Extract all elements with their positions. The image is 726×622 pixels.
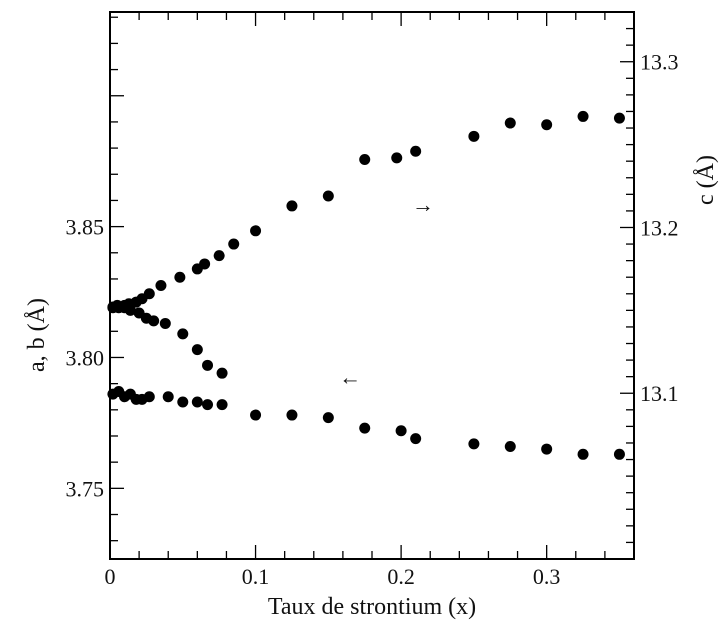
data-point-series-1 bbox=[359, 154, 371, 166]
data-point-series-3 bbox=[162, 391, 174, 403]
data-point-series-1 bbox=[468, 130, 480, 142]
data-point-series-1 bbox=[174, 271, 186, 283]
axis-arrow-annotation: → bbox=[412, 192, 434, 217]
data-point-series-3 bbox=[143, 391, 155, 403]
y-axis-label-left: a, b (Å) bbox=[24, 298, 50, 372]
x-tick-label: 0.2 bbox=[387, 564, 415, 589]
data-point-series-3 bbox=[359, 422, 371, 434]
data-point-series-1 bbox=[504, 117, 516, 129]
data-point-series-2 bbox=[191, 344, 203, 356]
data-point-series-1 bbox=[577, 110, 589, 122]
data-point-series-1 bbox=[286, 200, 298, 212]
axis-ticks bbox=[110, 11, 634, 560]
data-point-series-3 bbox=[395, 425, 407, 437]
data-point-series-3 bbox=[286, 409, 298, 421]
y-left-tick-label: 3.80 bbox=[66, 345, 105, 370]
data-point-series-2 bbox=[177, 328, 189, 340]
data-point-series-1 bbox=[228, 238, 240, 250]
data-point-series-3 bbox=[504, 440, 516, 452]
x-axis-label: Taux de strontium (x) bbox=[268, 594, 476, 620]
data-point-series-3 bbox=[177, 396, 189, 408]
data-point-series-2 bbox=[202, 359, 214, 371]
data-point-series-3 bbox=[191, 396, 203, 408]
data-points bbox=[107, 110, 625, 460]
y-right-tick-label: 13.1 bbox=[640, 381, 679, 406]
plot-frame bbox=[109, 11, 635, 560]
data-point-series-1 bbox=[199, 258, 211, 270]
data-point-series-2 bbox=[216, 367, 228, 379]
data-point-series-2 bbox=[148, 315, 160, 327]
data-point-series-3 bbox=[410, 433, 422, 445]
x-tick-label: 0.3 bbox=[533, 564, 561, 589]
x-tick-label: 0.1 bbox=[242, 564, 270, 589]
y-left-tick-label: 3.85 bbox=[66, 215, 105, 240]
data-point-series-2 bbox=[124, 304, 136, 316]
y-left-tick-label: 3.75 bbox=[66, 476, 105, 501]
data-point-series-1 bbox=[541, 119, 553, 131]
data-point-series-3 bbox=[577, 448, 589, 460]
data-point-series-3 bbox=[468, 438, 480, 450]
data-point-series-1 bbox=[613, 112, 625, 124]
data-point-series-3 bbox=[250, 409, 262, 421]
data-point-series-2 bbox=[159, 317, 171, 329]
data-point-series-3 bbox=[613, 448, 625, 460]
data-point-series-1 bbox=[391, 152, 403, 164]
data-point-series-1 bbox=[410, 145, 422, 157]
data-point-series-3 bbox=[202, 399, 214, 411]
y-axis-label-right: c (Å) bbox=[693, 155, 719, 205]
x-tick-label: 0 bbox=[105, 564, 116, 589]
data-point-series-1 bbox=[143, 288, 155, 300]
data-point-series-1 bbox=[322, 190, 334, 202]
annotations: →← bbox=[339, 192, 434, 389]
axis-arrow-annotation: ← bbox=[339, 364, 361, 389]
axis-tick-labels: 0 0.1 0.2 0.3 3.75 3.80 3.85 13.1 13.2 13.3 bbox=[66, 50, 679, 589]
y-right-tick-label: 13.2 bbox=[640, 215, 679, 240]
data-point-series-3 bbox=[322, 412, 334, 424]
data-point-series-1 bbox=[250, 225, 262, 237]
data-point-series-1 bbox=[213, 250, 225, 262]
y-right-tick-label: 13.3 bbox=[640, 50, 679, 75]
data-point-series-3 bbox=[216, 399, 228, 411]
data-point-series-3 bbox=[541, 443, 553, 455]
data-point-series-1 bbox=[155, 280, 167, 291]
